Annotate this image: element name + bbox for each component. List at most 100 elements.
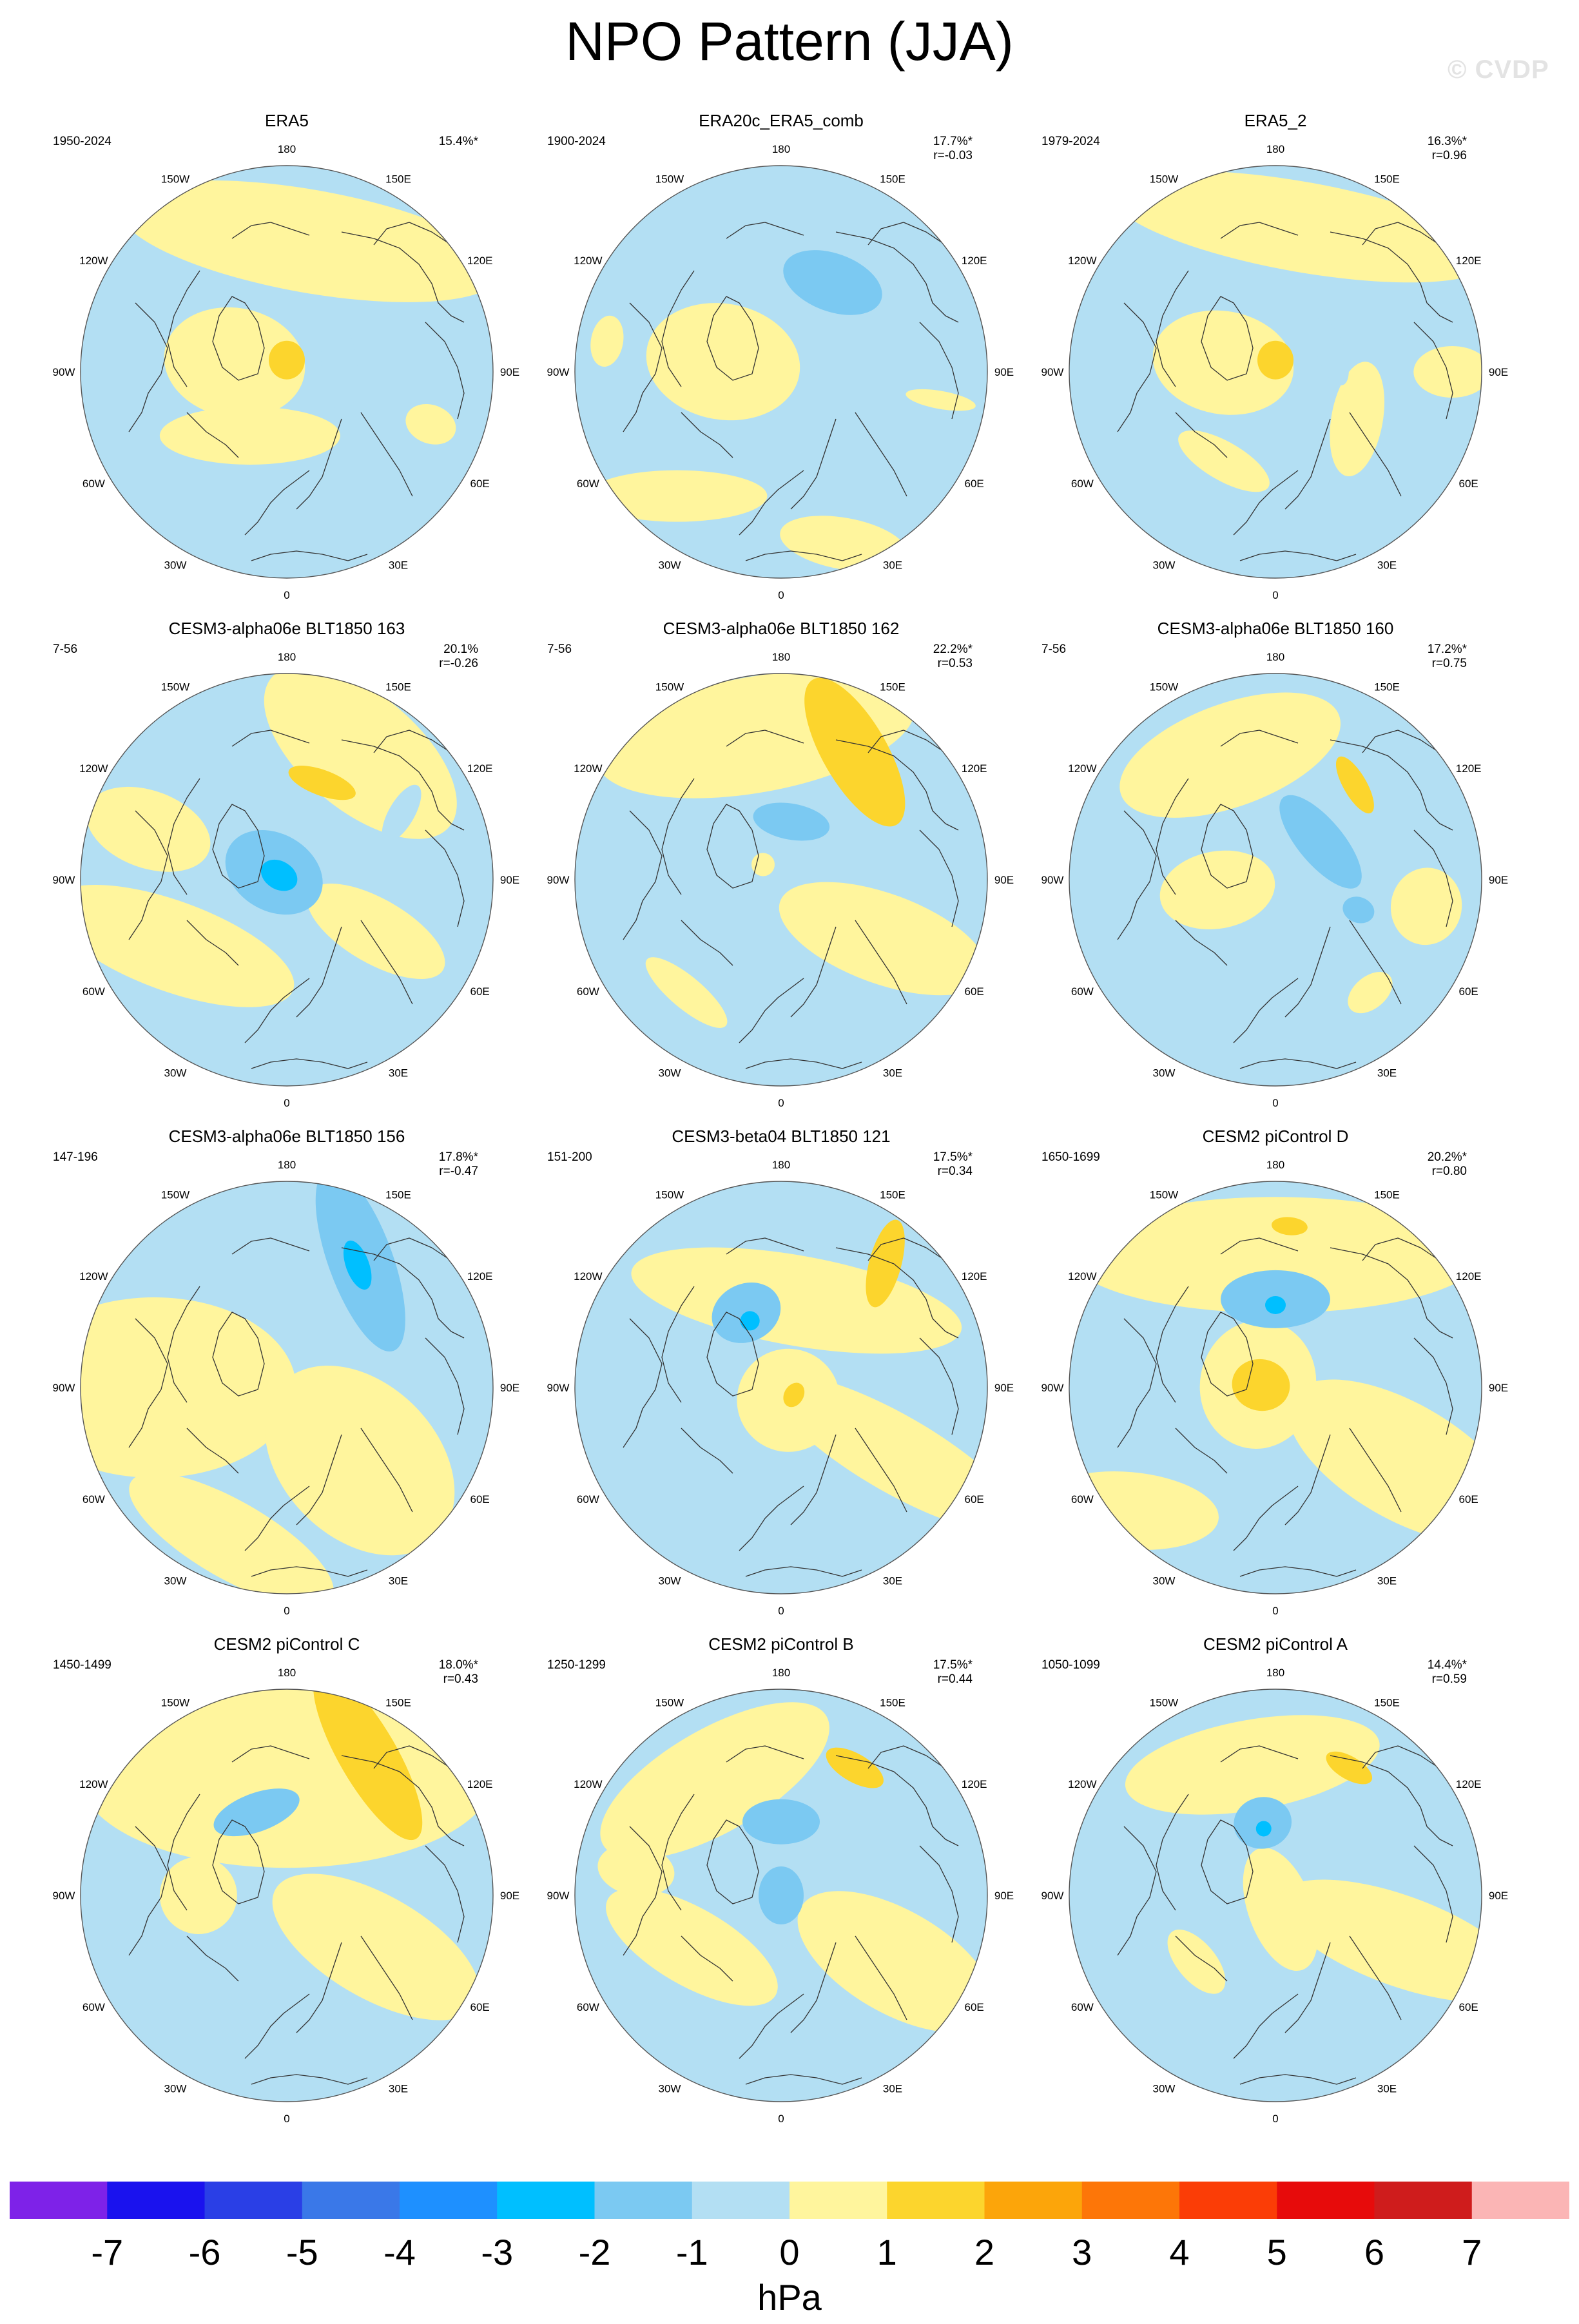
coastline-segment xyxy=(706,1819,759,1904)
longitude-label: 150E xyxy=(385,1696,411,1709)
longitude-label: 30E xyxy=(883,1575,902,1587)
colorbar-segment xyxy=(400,2182,498,2219)
colorbar-tick-label: 3 xyxy=(1072,2232,1092,2272)
positive-anomaly xyxy=(751,853,775,876)
coastline-segment xyxy=(867,1237,946,1261)
panel-title: CESM2 piControl B xyxy=(708,1634,854,1654)
longitude-label: 150W xyxy=(655,1696,684,1709)
polar-map: 180 150E 120E 90E 60E 30E 0 30W 60W 90W 120W 150W 15… xyxy=(547,1150,1014,1617)
longitude-label: 120E xyxy=(1456,762,1482,775)
coastline-segment xyxy=(360,1428,413,1513)
colorbar-segment xyxy=(302,2182,400,2219)
longitude-label: 150W xyxy=(655,1188,684,1201)
variance-label: 20.1% xyxy=(443,643,478,656)
map-boundary xyxy=(574,673,988,1087)
coastline-segment xyxy=(212,1819,265,1904)
longitude-label: 180 xyxy=(772,651,790,663)
positive-anomaly xyxy=(86,786,211,872)
longitude-label: 150W xyxy=(1150,681,1178,693)
coastline-segment xyxy=(1239,1058,1357,1069)
longitude-label: 90E xyxy=(500,874,519,886)
map-panel: CESM3-alpha06e BLT1850 163 180 150E 120E 90E… xyxy=(39,617,535,1127)
coastline-segment xyxy=(1284,418,1331,510)
panel-title: ERA20c_ERA5_comb xyxy=(699,111,864,130)
coastline-segment xyxy=(623,302,663,432)
longitude-label: 60W xyxy=(1071,985,1094,998)
coastline-segment xyxy=(726,730,804,747)
colorbar-tick-label: 1 xyxy=(877,2232,897,2272)
coastline-segment xyxy=(425,322,465,420)
longitude-label: 90E xyxy=(500,1890,519,1902)
longitude-label: 120W xyxy=(79,762,108,775)
coastline-segment xyxy=(360,920,413,1005)
map-panel: CESM2 piControl A 180 150E 120E 90E 60E 30E 0 30… xyxy=(1027,1633,1524,2142)
longitude-label: 150E xyxy=(880,173,906,185)
coastline-segment xyxy=(1175,920,1228,966)
longitude-label: 60W xyxy=(82,1493,105,1506)
coastline-segment xyxy=(745,1566,862,1577)
coastline-segment xyxy=(726,1745,804,1763)
coastline-segment xyxy=(186,1428,239,1474)
years-label: 7-56 xyxy=(53,643,77,656)
positive-anomaly xyxy=(1335,756,1374,814)
negative-anomaly xyxy=(321,322,358,412)
longitude-label: 60E xyxy=(965,2001,984,2013)
coastline-segment xyxy=(1413,829,1453,927)
longitude-label: 150E xyxy=(1374,681,1400,693)
coastline-segment xyxy=(425,1845,465,1943)
coastline-segment xyxy=(251,550,368,561)
coastline-segment xyxy=(231,730,310,747)
colorbar-tick-label: 6 xyxy=(1364,2232,1385,2272)
negative-anomaly xyxy=(1255,1821,1272,1837)
coastline-segment xyxy=(1220,1237,1299,1255)
coastline-segment xyxy=(623,1826,663,1956)
negative-anomaly xyxy=(1342,896,1375,924)
years-label: 1450-1499 xyxy=(53,1658,111,1672)
longitude-label: 60E xyxy=(470,2001,490,2013)
polar-map: 180 150E 120E 90E 60E 30E 0 30W 60W 90W 120W 150W 10… xyxy=(1041,1658,1509,2125)
positive-anomaly xyxy=(164,307,305,418)
longitude-label: 30W xyxy=(659,2083,681,2095)
variance-label: 17.5%* xyxy=(933,1150,973,1164)
positive-anomaly xyxy=(81,1689,493,1868)
longitude-label: 0 xyxy=(284,1097,289,1109)
map-boundary xyxy=(574,1181,988,1594)
longitude-label: 150E xyxy=(1374,173,1400,185)
coastline-icon xyxy=(623,730,959,1069)
coastline-segment xyxy=(790,1434,837,1525)
positive-anomaly xyxy=(804,677,906,827)
coastline-segment xyxy=(867,1745,946,1769)
coastline-segment xyxy=(790,926,837,1018)
coastline-segment xyxy=(706,296,759,381)
positive-anomaly xyxy=(1413,346,1482,398)
longitude-label: 150W xyxy=(161,1188,189,1201)
longitude-label: 120W xyxy=(574,1778,602,1790)
coastline-icon xyxy=(1117,1237,1453,1577)
longitude-label: 30E xyxy=(1377,2083,1397,2095)
coastline-segment xyxy=(425,1337,465,1435)
longitude-label: 90W xyxy=(53,1890,75,1902)
longitude-label: 180 xyxy=(772,1667,790,1679)
longitude-label: 60E xyxy=(1459,985,1478,998)
coastline-segment xyxy=(167,1286,200,1403)
longitude-label: 30E xyxy=(883,2083,902,2095)
correlation-label: r=-0.26 xyxy=(439,657,478,670)
polar-map: 180 150E 120E 90E 60E 30E 0 30W 60W 90W 120W 150W 7-… xyxy=(1041,643,1509,1109)
positive-anomaly xyxy=(586,470,768,522)
positive-anomaly xyxy=(1167,1930,1226,1994)
colorbar-tick-label: 7 xyxy=(1462,2232,1482,2272)
coastline-segment xyxy=(1233,470,1299,536)
coastline-icon xyxy=(128,1745,465,2085)
positive-anomaly xyxy=(1348,972,1393,1014)
longitude-label: 30W xyxy=(164,1067,187,1080)
years-label: 1900-2024 xyxy=(547,135,606,148)
longitude-label: 150W xyxy=(655,173,684,185)
positive-anomaly xyxy=(1232,1359,1290,1411)
coastline-segment xyxy=(1413,1845,1453,1943)
years-label: 1979-2024 xyxy=(1041,135,1100,148)
coastline-segment xyxy=(251,2074,368,2085)
colorbar-segment xyxy=(10,2182,108,2219)
coastline-segment xyxy=(231,1237,310,1255)
longitude-label: 180 xyxy=(278,1159,296,1171)
coastline-segment xyxy=(1349,1428,1402,1513)
